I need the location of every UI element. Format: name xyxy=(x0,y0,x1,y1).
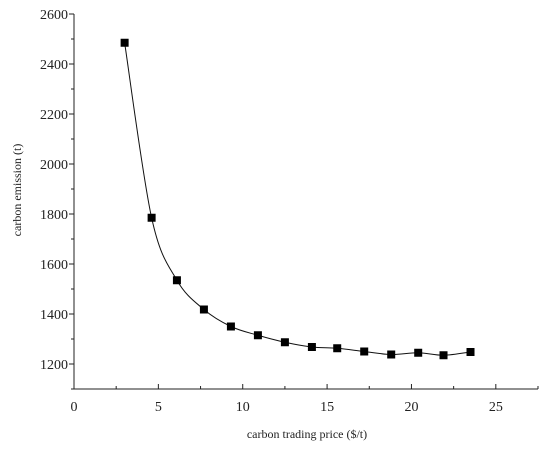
x-tick-label: 5 xyxy=(155,400,162,415)
x-tick-label: 20 xyxy=(404,400,418,415)
data-point-marker xyxy=(307,343,316,351)
y-tick-label: 1200 xyxy=(40,358,68,373)
y-tick-label: 2000 xyxy=(40,158,68,173)
data-point-marker xyxy=(280,338,289,347)
x-axis-title: carbon trading price ($/t) xyxy=(247,427,367,441)
x-tick-label: 15 xyxy=(320,400,334,415)
data-point-marker xyxy=(226,322,235,331)
data-point-marker xyxy=(387,350,396,359)
data-point-marker xyxy=(360,347,369,356)
y-tick-label: 1800 xyxy=(40,208,68,223)
y-axis-title: carbon emission (t) xyxy=(10,144,24,237)
data-point-marker xyxy=(333,344,342,353)
data-point-marker xyxy=(439,351,448,360)
data-point-marker xyxy=(120,38,129,47)
x-axis: 0 5 10 15 20 25 xyxy=(71,384,539,415)
y-tick-label: 2400 xyxy=(40,58,68,73)
x-tick-label: 10 xyxy=(236,400,250,415)
y-tick-label: 2200 xyxy=(40,108,68,123)
x-tick-label: 25 xyxy=(489,400,503,415)
data-point-marker xyxy=(466,348,475,356)
series-line xyxy=(124,42,471,356)
data-point-marker xyxy=(172,276,181,285)
data-point-marker xyxy=(253,331,262,340)
y-tick-label: 1400 xyxy=(40,308,68,323)
data-point-marker xyxy=(147,213,156,222)
data-point-marker xyxy=(199,305,208,314)
data-point-marker xyxy=(414,348,423,357)
series-layer xyxy=(120,38,475,360)
y-tick-label: 2600 xyxy=(40,8,68,23)
y-axis: 1200 1400 1600 1800 2000 2200 2400 2600 xyxy=(40,8,75,390)
y-tick-label: 1600 xyxy=(40,258,68,273)
x-tick-label: 0 xyxy=(71,400,78,415)
